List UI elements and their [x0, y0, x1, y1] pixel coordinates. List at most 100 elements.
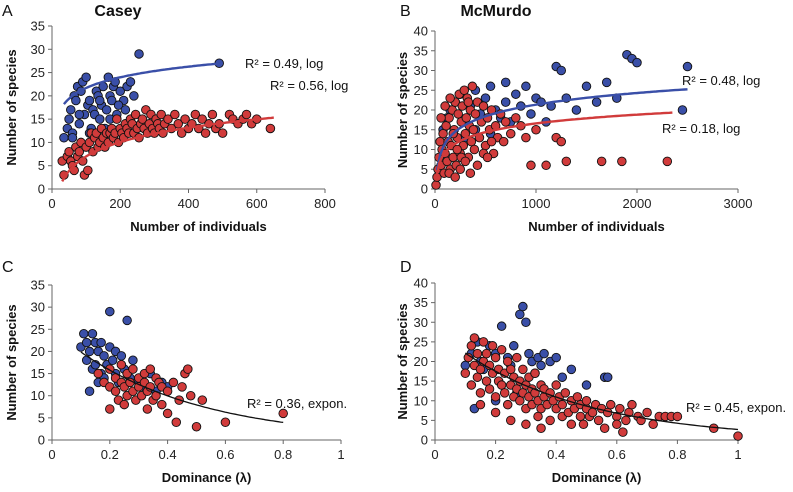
- panel-b-red-point: [472, 160, 483, 171]
- panel-b-red-point: [465, 168, 476, 178]
- panel-c-blue-point: [99, 351, 109, 361]
- panel-b-red-point: [486, 136, 497, 147]
- panel-d-red-point: [475, 388, 486, 398]
- panel-d-red-point: [536, 423, 546, 433]
- panel-a-red-point: [137, 114, 148, 124]
- panel-d-xtick-label: 0.6: [608, 447, 626, 462]
- panel-c-ytick-label: 10: [31, 388, 45, 403]
- panel-c-red-point: [185, 390, 196, 401]
- panel-a-blue-point: [115, 86, 125, 96]
- panel-b-blue-point: [632, 57, 642, 68]
- panel-b-blue-point: [500, 77, 511, 88]
- panel-b-red-point: [470, 109, 481, 119]
- panel-b-red-point: [556, 136, 566, 147]
- panel-c-ytick-label: 20: [31, 344, 45, 359]
- panel-b-fit-label-1: R² = 0.48, log: [682, 73, 760, 88]
- panel-c-x-label: Dominance (λ): [162, 470, 252, 485]
- panel-a-blue-point: [59, 133, 69, 143]
- panel-a-ytick-label: 35: [31, 19, 45, 34]
- panel-b-ytick-label: 35: [414, 43, 428, 58]
- panel-d-red-point: [490, 407, 501, 418]
- panel-b-ytick-label: 10: [414, 142, 428, 157]
- panel-b-red-point: [441, 121, 451, 131]
- panel-d-ytick-label: 15: [414, 374, 428, 389]
- panel-b-red-point: [467, 81, 478, 92]
- panel-d-red-point: [560, 388, 571, 398]
- panel-c-red-point: [119, 399, 129, 410]
- panel-a-blue-point: [64, 114, 74, 124]
- panel-a-xtick-label: 0: [48, 196, 55, 211]
- panel-d-red-point: [502, 356, 513, 367]
- panel-b-blue-point: [511, 89, 521, 99]
- panel-c-xtick-label: 1: [337, 447, 344, 462]
- panel-b-fit-line-1: [435, 88, 688, 171]
- panel-d-xtick-label: 0.2: [487, 447, 505, 462]
- panel-b-ytick-label: 30: [414, 63, 428, 78]
- panel-d-red-point: [496, 344, 507, 355]
- panel-d-ytick-label: 25: [414, 334, 428, 349]
- panel-d-plot: D 0 5 10 15 20 25 30 35 40 0 0.2 0.4 0.6 0.8 1 Dominance…: [397, 259, 786, 485]
- panel-b-red-point: [452, 144, 462, 155]
- panel-d-red-point: [627, 399, 637, 410]
- panel-a-y-label: Number of species: [4, 49, 19, 165]
- panel-d-red-point: [572, 392, 583, 402]
- panel-b-xtick-label: 2000: [623, 196, 652, 211]
- panel-b-red-point: [478, 101, 489, 111]
- panel-d-blue-point: [496, 321, 507, 331]
- panel-b-ytick-label: 40: [414, 24, 428, 39]
- panel-b-red-point: [455, 164, 466, 174]
- panel-d-ytick-label: 40: [414, 276, 428, 291]
- panel-d-red-point: [475, 399, 486, 410]
- panel-b-red-point: [526, 160, 536, 171]
- panel-d-blue-point: [581, 380, 592, 390]
- panel-b-red-point: [500, 117, 511, 127]
- panel-b-red-point: [431, 180, 441, 190]
- panel-a-blue-point: [66, 105, 76, 115]
- panel-c-fit-line-1: [80, 351, 284, 424]
- panel-b-blue-point: [682, 61, 693, 72]
- panel-c-ytick-label: 0: [38, 433, 45, 448]
- panel-a-blue-point: [71, 95, 81, 106]
- panel-b-blue-point: [485, 81, 496, 92]
- panel-b-blue-point: [556, 65, 566, 76]
- panel-b-red-point: [450, 172, 460, 182]
- panel-d-red-point: [733, 431, 743, 441]
- panel-b-red-point: [438, 128, 448, 139]
- panel-b-red-point: [531, 124, 541, 135]
- panel-b-red-point: [444, 113, 454, 123]
- panel-c-blue-point: [84, 386, 95, 397]
- panel-a-red-point: [190, 109, 201, 120]
- panel-b-ytick-label: 25: [414, 83, 428, 98]
- panel-d-red-point: [466, 341, 477, 351]
- panel-d-red-point: [551, 380, 561, 390]
- panel-a-red-point: [265, 123, 276, 134]
- panel-c-xtick-label: 0.8: [274, 447, 292, 462]
- panel-a-blue-point: [84, 95, 95, 106]
- panel-d-xtick-label: 1: [734, 447, 741, 462]
- panel-d-xtick-label: 0: [431, 447, 438, 462]
- panel-a-blue-point: [101, 105, 112, 115]
- panel-a-blue-point: [81, 72, 91, 82]
- panel-c-blue-point: [122, 315, 132, 326]
- panel-b-blue-point: [581, 81, 592, 92]
- panel-d-red-point: [521, 419, 531, 430]
- panel-a-blue-point: [125, 77, 136, 87]
- panel-d-red-point: [593, 415, 604, 426]
- panel-c-blue-point: [128, 355, 138, 366]
- panel-c-red-point: [145, 364, 156, 374]
- panel-a-red-point: [130, 109, 141, 120]
- panel-c-red-point: [110, 386, 121, 397]
- panel-c-red-point: [157, 399, 167, 410]
- panel-a-ytick-label: 5: [38, 158, 45, 173]
- panel-b-red-point: [436, 113, 446, 123]
- panel-c-red-point: [171, 417, 182, 428]
- panel-a-title: Casey: [94, 3, 141, 20]
- panel-a-blue-point: [134, 49, 144, 59]
- panel-d-xtick-label: 0.8: [668, 447, 686, 462]
- panel-d-ytick-label: 5: [421, 413, 428, 428]
- panel-d-red-point: [575, 411, 586, 422]
- panel-a-red-point: [83, 165, 93, 176]
- panel-d-red-point: [530, 368, 540, 379]
- panel-b-blue-point: [571, 105, 582, 115]
- panel-d-red-point: [472, 348, 483, 359]
